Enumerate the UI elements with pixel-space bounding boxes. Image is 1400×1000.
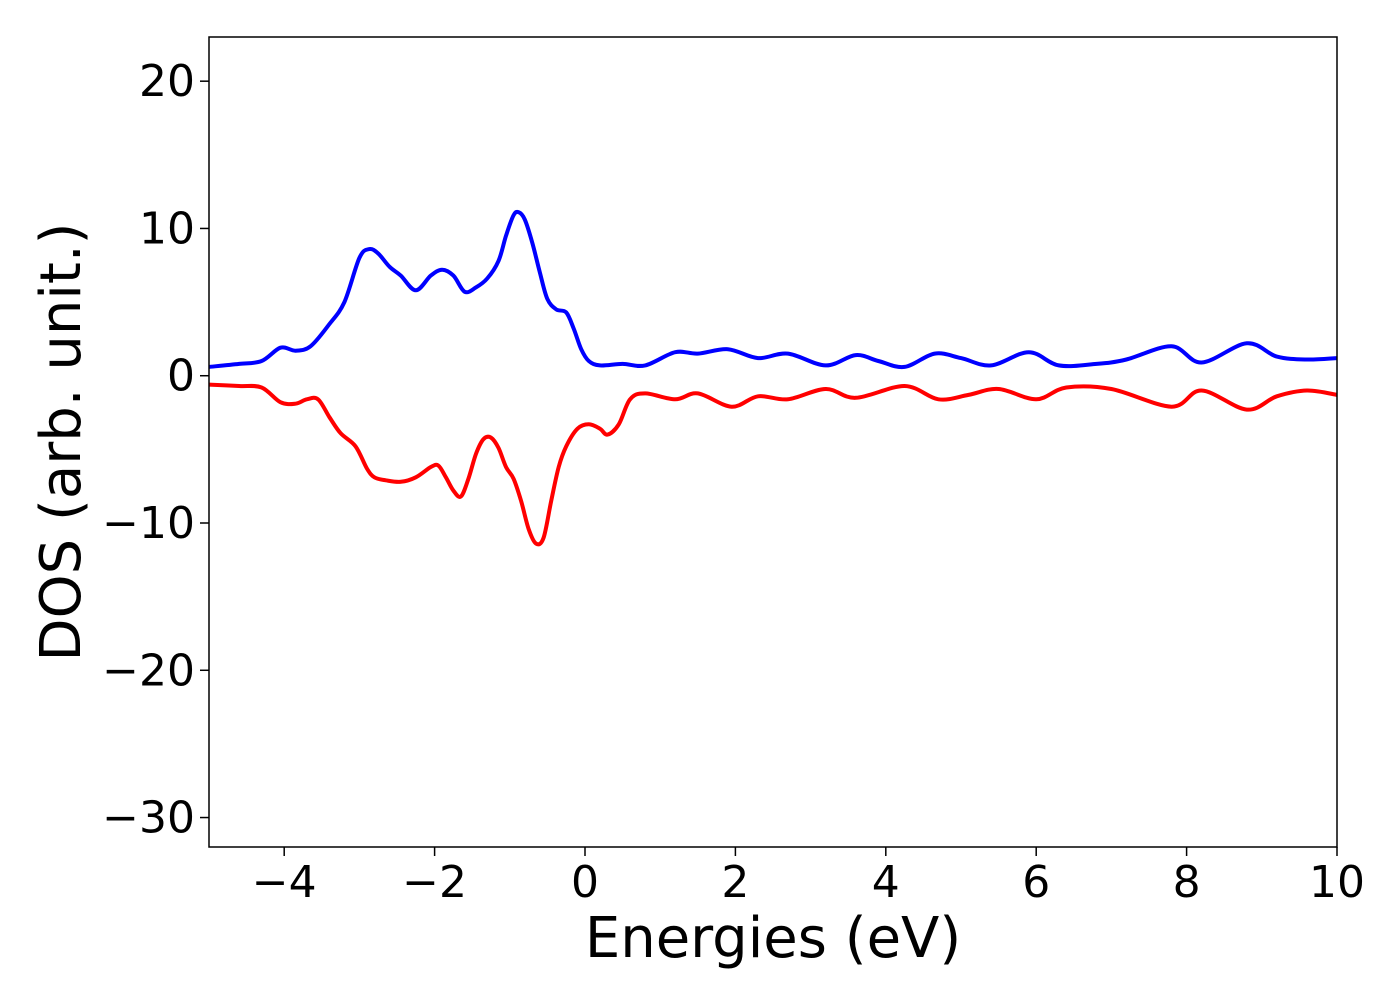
x-tick-label: 0	[571, 857, 599, 908]
y-tick-label: −10	[102, 498, 195, 549]
x-axis-label: Energies (eV)	[585, 906, 961, 971]
y-tick-label: −30	[102, 793, 195, 844]
x-tick-label: −2	[402, 857, 467, 908]
y-tick-label: −20	[102, 645, 195, 696]
y-tick-label: 0	[167, 351, 195, 402]
x-axis-ticks: −4 −2 0 2 4 6 8 10	[252, 847, 1365, 908]
series-line-0	[208, 209, 1338, 370]
plot-frame	[208, 36, 1338, 848]
x-tick-label: 6	[1022, 857, 1050, 908]
plot-area	[209, 37, 1337, 847]
y-tick-label: 20	[139, 56, 195, 107]
y-axis-label: DOS (arb. unit.)	[29, 222, 94, 661]
y-axis-ticks: −30 −20 −10 0 10 20	[102, 56, 209, 844]
series-line-1	[208, 382, 1338, 547]
y-tick-label: 10	[139, 203, 195, 254]
x-tick-label: 2	[721, 857, 749, 908]
series-group	[208, 209, 1338, 547]
x-tick-label: −4	[252, 857, 317, 908]
x-tick-label: 4	[872, 857, 900, 908]
x-tick-label: 8	[1173, 857, 1201, 908]
x-tick-label: 10	[1309, 857, 1365, 908]
